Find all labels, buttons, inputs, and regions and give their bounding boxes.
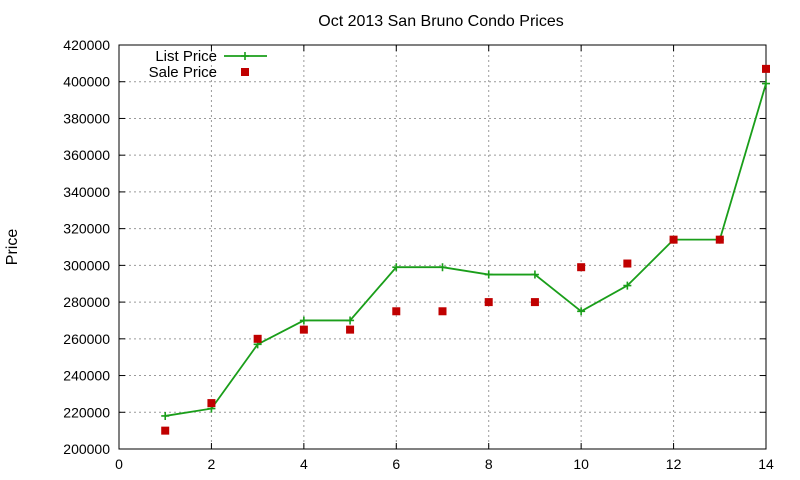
sale-price-point: [392, 307, 401, 316]
list-price-point: [161, 411, 170, 420]
sale-price-point: [715, 235, 724, 244]
legend-label: Sale Price: [149, 64, 217, 81]
list-price-point: [484, 270, 493, 279]
list-price-point: [762, 79, 770, 88]
x-tick-label: 12: [666, 456, 682, 472]
sale-price-point: [161, 426, 170, 435]
y-tick-label: 240000: [63, 368, 110, 384]
y-tick-label: 360000: [63, 147, 110, 163]
y-tick-label: 420000: [63, 37, 110, 53]
list-price-point: [346, 316, 355, 325]
list-price-point: [577, 307, 586, 316]
series: [161, 64, 770, 435]
legend-label: List Price: [155, 48, 217, 65]
sale-price-point: [623, 259, 632, 268]
list-price-line: [165, 83, 767, 417]
x-tick-label: 10: [573, 456, 589, 472]
y-axis-label: Price: [4, 229, 21, 266]
plot-border: [118, 44, 767, 450]
sale-price-point: [253, 334, 262, 343]
sale-price-point: [207, 399, 216, 408]
chart-title: Oct 2013 San Bruno Condo Prices: [318, 13, 563, 30]
series-sale-price: [161, 64, 770, 435]
list-price-point: [438, 263, 447, 272]
legend-swatch-square: [241, 68, 249, 76]
x-tick-label: 6: [392, 456, 400, 472]
list-price-point: [530, 270, 539, 279]
axes: [118, 44, 767, 450]
list-price-point: [623, 281, 632, 290]
y-tick-label: 320000: [63, 221, 110, 237]
sale-price-point: [299, 325, 308, 334]
x-tick-label: 2: [208, 456, 216, 472]
y-tick-label: 280000: [63, 294, 110, 310]
x-tick-label: 4: [300, 456, 308, 472]
x-tick-label: 0: [115, 456, 123, 472]
y-tick-label: 200000: [63, 441, 110, 457]
y-tick-label: 300000: [63, 257, 110, 273]
tick-labels: 0 2 4 6 8 10 12 14 200000 220000 240000 260000 28000…: [63, 37, 774, 472]
sale-price-point: [438, 307, 447, 316]
sale-price-point: [530, 298, 539, 307]
x-tick-label: 8: [485, 456, 493, 472]
sale-price-point: [669, 235, 678, 244]
grid: [119, 45, 766, 449]
y-tick-label: 260000: [63, 331, 110, 347]
sale-price-point: [484, 298, 493, 307]
x-tick-label: 14: [758, 456, 774, 472]
y-tick-label: 340000: [63, 184, 110, 200]
series-list-price: [161, 79, 770, 420]
list-price-point: [392, 263, 401, 272]
sale-price-point: [346, 325, 355, 334]
sale-price-point: [762, 64, 770, 73]
y-tick-label: 380000: [63, 110, 110, 126]
legend-swatch-plus: [241, 52, 249, 60]
sale-price-point: [577, 263, 586, 272]
list-price-point: [299, 316, 308, 325]
y-tick-label: 220000: [63, 404, 110, 420]
y-tick-label: 400000: [63, 74, 110, 90]
